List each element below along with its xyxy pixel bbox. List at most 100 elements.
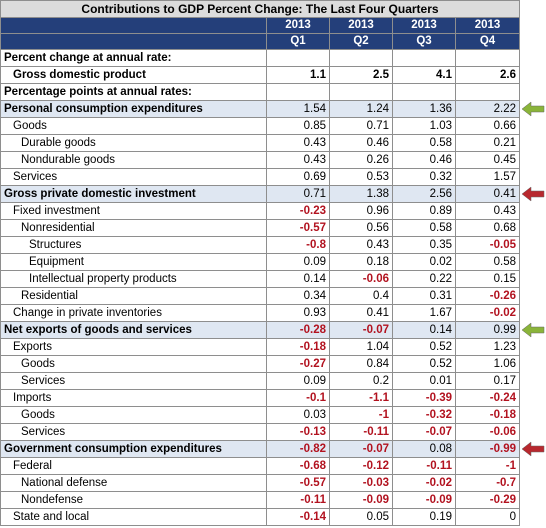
value-cell: 0.32 xyxy=(392,168,456,186)
header-year: 2013 xyxy=(454,17,521,34)
red-arrow-icon xyxy=(521,441,545,457)
value-cell: 0.01 xyxy=(392,372,456,390)
value-cell: 0.52 xyxy=(392,338,456,356)
table-row: Percentage points at annual rates: xyxy=(0,83,521,101)
table-row: Gross domestic product 1.1 2.5 4.1 2.6 xyxy=(0,66,521,84)
value-cell: 2.22 xyxy=(454,100,521,118)
value-cell: -0.29 xyxy=(454,491,521,509)
table-row: Goods 0.03 -1 -0.32 -0.18 xyxy=(0,406,521,424)
value-cell: 2.6 xyxy=(454,66,521,84)
value-cell: 1.54 xyxy=(266,100,330,118)
value-cell: 0.45 xyxy=(454,151,521,169)
table-row: Nondurable goods 0.43 0.26 0.46 0.45 xyxy=(0,151,521,169)
table-row: Fixed investment -0.23 0.96 0.89 0.43 xyxy=(0,202,521,220)
value-cell: 1.03 xyxy=(392,117,456,135)
value-cell: -0.07 xyxy=(329,321,393,339)
header-year: 2013 xyxy=(329,17,393,34)
header-quarter: Q3 xyxy=(392,33,456,50)
value-cell xyxy=(329,83,393,101)
value-cell: 0.68 xyxy=(454,219,521,237)
value-cell: 0.56 xyxy=(329,219,393,237)
value-cell: -0.03 xyxy=(329,474,393,492)
value-cell: -0.07 xyxy=(329,440,393,458)
value-cell: 0.96 xyxy=(329,202,393,220)
table-row: Exports -0.18 1.04 0.52 1.23 xyxy=(0,338,521,356)
table-row: Nonresidential -0.57 0.56 0.58 0.68 xyxy=(0,219,521,237)
green-arrow-icon xyxy=(521,322,545,338)
value-cell: 0.19 xyxy=(392,508,456,526)
value-cell: 2.5 xyxy=(329,66,393,84)
value-cell: 2.56 xyxy=(392,185,456,203)
header-blank-cell xyxy=(0,17,267,34)
header-quarter: Q4 xyxy=(454,33,521,50)
table-row: Net exports of goods and services -0.28 -0… xyxy=(0,321,521,339)
value-cell: 0.2 xyxy=(329,372,393,390)
value-cell: -0.05 xyxy=(454,236,521,254)
value-cell: -0.26 xyxy=(454,287,521,305)
row-label: Durable goods xyxy=(0,134,267,152)
value-cell: 0.08 xyxy=(392,440,456,458)
value-cell: 0.34 xyxy=(266,287,330,305)
row-label: Nondefense xyxy=(0,491,267,509)
row-label: Equipment xyxy=(0,253,267,271)
row-label: Personal consumption expenditures xyxy=(0,100,267,118)
row-label: Goods xyxy=(0,355,267,373)
value-cell: 1.36 xyxy=(392,100,456,118)
value-cell: -0.99 xyxy=(454,440,521,458)
row-label: Net exports of goods and services xyxy=(0,321,267,339)
table-row: Federal -0.68 -0.12 -0.11 -1 xyxy=(0,457,521,475)
table-row: Change in private inventories 0.93 0.41 1.6… xyxy=(0,304,521,322)
table-row: Gross private domestic investment 0.71 1.3… xyxy=(0,185,521,203)
row-label: Government consumption expenditures xyxy=(0,440,267,458)
value-cell: -0.68 xyxy=(266,457,330,475)
value-cell: 0.71 xyxy=(329,117,393,135)
table-row: Services 0.09 0.2 0.01 0.17 xyxy=(0,372,521,390)
value-cell: -0.06 xyxy=(454,423,521,441)
value-cell: 0.43 xyxy=(266,151,330,169)
row-label: Fixed investment xyxy=(0,202,267,220)
value-cell: -0.18 xyxy=(454,406,521,424)
value-cell: 0.58 xyxy=(392,219,456,237)
table-row: Services 0.69 0.53 0.32 1.57 xyxy=(0,168,521,186)
value-cell: 0.84 xyxy=(329,355,393,373)
value-cell xyxy=(454,49,521,67)
table-row: Services -0.13 -0.11 -0.07 -0.06 xyxy=(0,423,521,441)
value-cell: 0.4 xyxy=(329,287,393,305)
value-cell xyxy=(266,49,330,67)
header-years-row: 2013 2013 2013 2013 xyxy=(0,17,521,34)
value-cell: 0.02 xyxy=(392,253,456,271)
value-cell: 0.52 xyxy=(392,355,456,373)
header-year: 2013 xyxy=(266,17,330,34)
value-cell: 0.69 xyxy=(266,168,330,186)
table-row: Government consumption expenditures -0.82… xyxy=(0,440,521,458)
value-cell: 1.57 xyxy=(454,168,521,186)
header-quarter: Q1 xyxy=(266,33,330,50)
row-label: Exports xyxy=(0,338,267,356)
value-cell: 1.1 xyxy=(266,66,330,84)
value-cell xyxy=(392,83,456,101)
row-label: Gross domestic product xyxy=(0,66,267,84)
value-cell: -0.12 xyxy=(329,457,393,475)
row-label: Structures xyxy=(0,236,267,254)
table-row: Intellectual property products 0.14 -0.06 0… xyxy=(0,270,521,288)
value-cell: 0.99 xyxy=(454,321,521,339)
value-cell: 0.26 xyxy=(329,151,393,169)
value-cell: 0.93 xyxy=(266,304,330,322)
value-cell: -0.39 xyxy=(392,389,456,407)
value-cell: -0.82 xyxy=(266,440,330,458)
value-cell: 0.03 xyxy=(266,406,330,424)
red-arrow-icon xyxy=(521,186,545,202)
value-cell: 0.41 xyxy=(329,304,393,322)
header-blank-cell xyxy=(0,33,267,50)
value-cell: 0.85 xyxy=(266,117,330,135)
value-cell: 0.89 xyxy=(392,202,456,220)
value-cell: 0.17 xyxy=(454,372,521,390)
value-cell: -0.18 xyxy=(266,338,330,356)
value-cell: 0.15 xyxy=(454,270,521,288)
value-cell: -0.32 xyxy=(392,406,456,424)
value-cell: 0.46 xyxy=(392,151,456,169)
row-label: Change in private inventories xyxy=(0,304,267,322)
value-cell: 0.58 xyxy=(454,253,521,271)
table-row: Structures -0.8 0.43 0.35 -0.05 xyxy=(0,236,521,254)
value-cell: 0.22 xyxy=(392,270,456,288)
